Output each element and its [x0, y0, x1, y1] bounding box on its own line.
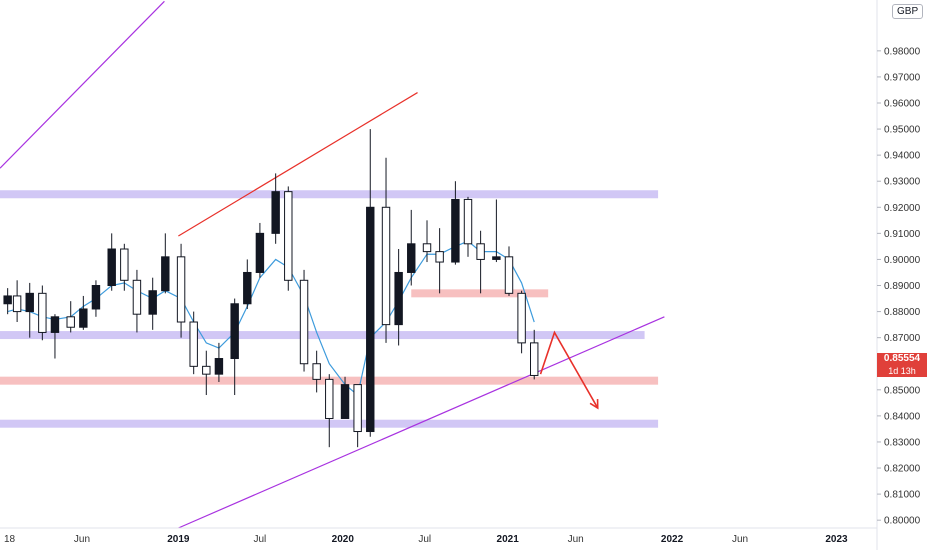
projection-arrow-layer [539, 330, 599, 410]
candle-body [66, 316, 75, 328]
price-tick-label: 0.91000 [884, 229, 921, 240]
price-tick-label: 0.82000 [884, 464, 921, 475]
candle-body [366, 206, 375, 433]
candle-body [284, 191, 293, 281]
candle-body [463, 198, 473, 245]
time-tick-label: Jul [254, 534, 267, 545]
candle-body [492, 256, 501, 260]
currency-badge[interactable]: GBP [892, 4, 924, 19]
price-tick-label: 0.89000 [884, 281, 921, 292]
price-tick-label: 0.92000 [884, 203, 921, 214]
candles-layer [3, 129, 539, 448]
price-tick-label: 0.93000 [884, 177, 921, 188]
price-tick-label: 0.88000 [884, 307, 921, 318]
candle-body [422, 243, 432, 253]
trendline-layer [0, 0, 665, 529]
time-tick-label: Jun [74, 534, 90, 545]
candle-body [271, 191, 280, 234]
price-tick-label: 0.84000 [884, 411, 921, 422]
price-tick-label: 0.94000 [884, 151, 921, 162]
candle-body [435, 251, 444, 263]
candle-body [504, 256, 514, 294]
price-tick-label: 0.81000 [884, 490, 921, 501]
time-tick-label: Jul [418, 534, 431, 545]
candle-body [340, 384, 350, 419]
candle-body [148, 290, 157, 315]
candle-body [214, 358, 224, 375]
candle-body [189, 321, 198, 367]
candle-body [91, 285, 101, 310]
candle-body [50, 316, 60, 333]
candle-body [12, 295, 22, 313]
channel-upper-line [0, 0, 165, 169]
red-resistance-line [178, 92, 418, 237]
time-tick-label: 2019 [167, 534, 190, 545]
candle-body [176, 256, 186, 323]
time-tick-label: 2022 [661, 534, 684, 545]
price-tick-label: 0.90000 [884, 255, 921, 266]
last-price-value: 0.85554 [883, 353, 921, 364]
price-tick-label: 0.85000 [884, 385, 921, 396]
candle-body [517, 292, 526, 344]
candle-body [120, 248, 129, 281]
candle-body [530, 342, 539, 376]
price-tick-label: 0.80000 [884, 516, 921, 527]
candle-body [79, 308, 88, 328]
bar-countdown: 1d 13h [888, 366, 916, 376]
candle-body [325, 378, 334, 419]
candle-body [299, 279, 309, 365]
time-tick-label: 2021 [497, 534, 520, 545]
moving-average-layer [7, 240, 535, 397]
candle-body [3, 295, 12, 305]
candle-body [230, 303, 239, 360]
candle-body [107, 248, 116, 287]
price-tick-label: 0.97000 [884, 72, 921, 83]
candle-body [476, 243, 485, 260]
moving-average-line [7, 240, 535, 397]
projection-arrowhead [589, 399, 599, 410]
price-tick-label: 0.87000 [884, 333, 921, 344]
resistance-zone [0, 190, 659, 199]
candle-body [202, 365, 211, 375]
price-tick-label: 0.98000 [884, 46, 921, 57]
price-tick-label: 0.95000 [884, 125, 921, 136]
support-zone [411, 289, 549, 298]
time-tick-label: 18 [4, 534, 16, 545]
time-tick-label: 2020 [332, 534, 355, 545]
candle-body [407, 243, 416, 273]
projection-arrow [539, 330, 599, 409]
candle-body [132, 279, 142, 315]
candle-body [312, 363, 321, 380]
time-axis[interactable]: 18 Jun 2019 Jul 2020 Jul 2021 Jun 2022 Jun 2023 [4, 534, 848, 545]
candle-body [243, 271, 252, 305]
last-price-tag: 0.85554 1d 13h [877, 353, 927, 377]
resistance-zone [0, 331, 645, 340]
price-tick-label: 0.83000 [884, 437, 921, 448]
candle-body [394, 271, 403, 326]
time-tick-label: Jun [732, 534, 748, 545]
candle-body [381, 206, 391, 326]
candle-body [161, 256, 170, 292]
channel-lower-line [178, 316, 665, 529]
time-tick-label: Jun [568, 534, 584, 545]
candle-body [353, 384, 362, 433]
candle-body [38, 292, 47, 333]
price-tick-label: 0.96000 [884, 98, 921, 109]
price-axis[interactable]: 0.80000 0.81000 0.82000 0.83000 0.84000 0.850… [877, 46, 921, 527]
candle-body [255, 232, 265, 273]
candle-body [25, 292, 34, 313]
candle-body [451, 198, 460, 263]
time-tick-label: 2023 [825, 534, 848, 545]
